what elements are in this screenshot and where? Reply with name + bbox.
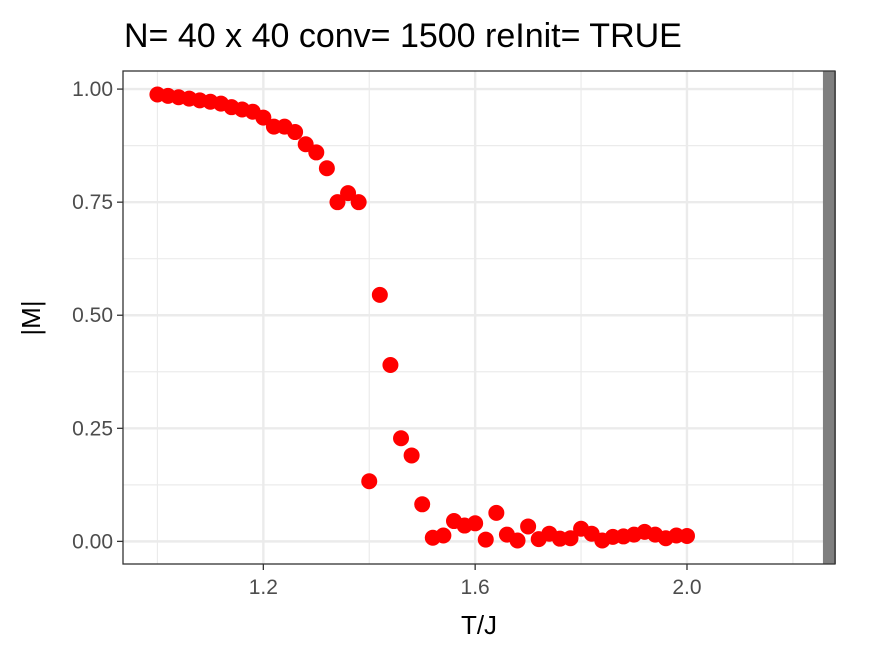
y-tick-label: 0.00: [72, 530, 113, 553]
data-point: [318, 160, 335, 177]
data-point: [678, 527, 695, 544]
data-point: [467, 515, 484, 532]
data-point: [255, 109, 272, 126]
data-point: [287, 124, 304, 141]
data-point: [340, 185, 357, 202]
plot-panel-border: [122, 70, 836, 565]
data-point: [435, 527, 452, 544]
x-tick-label: 2.0: [672, 576, 701, 599]
data-point: [414, 496, 431, 513]
data-points: [149, 86, 695, 549]
data-point: [382, 356, 399, 373]
axes: 1.2 1.6 2.0 0.00 0.25 0.50 0.75 1.00: [72, 78, 701, 599]
data-point: [520, 518, 537, 535]
x-tick-label: 1.2: [249, 576, 278, 599]
chart-title: N= 40 x 40 conv= 1500 reInit= TRUE: [124, 17, 682, 55]
data-point: [393, 430, 410, 447]
data-point: [403, 447, 420, 464]
data-point: [509, 532, 526, 549]
y-axis-title: |M|: [16, 300, 46, 335]
data-point: [371, 286, 388, 303]
data-point: [488, 504, 505, 521]
data-point: [477, 531, 494, 548]
data-point: [361, 473, 378, 490]
y-tick-label: 1.00: [72, 78, 113, 101]
y-tick-label: 0.25: [72, 417, 113, 440]
x-tick-label: 1.6: [461, 576, 490, 599]
data-point: [308, 144, 325, 161]
x-axis-title: T/J: [461, 610, 497, 640]
data-point: [562, 530, 579, 547]
y-tick-label: 0.75: [72, 191, 113, 214]
data-point: [350, 194, 367, 211]
y-tick-label: 0.50: [72, 304, 113, 327]
data-point: [329, 194, 346, 211]
grid: [123, 71, 835, 564]
